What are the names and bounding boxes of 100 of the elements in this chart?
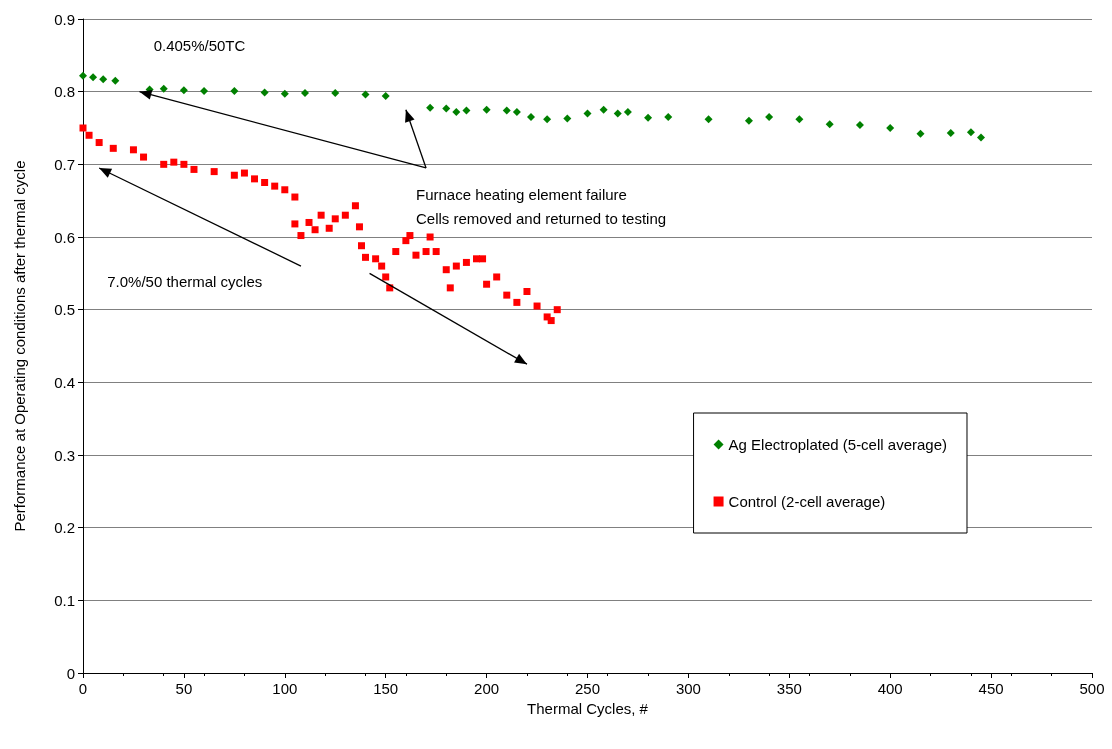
point xyxy=(325,224,333,232)
point xyxy=(406,232,414,240)
y-tick-label: 0.9 xyxy=(54,10,75,28)
point xyxy=(361,90,370,99)
legend-label: Ag Electroplated (5-cell average) xyxy=(728,436,948,453)
point xyxy=(482,105,491,114)
point xyxy=(378,262,386,270)
point xyxy=(362,253,370,261)
point xyxy=(240,169,248,177)
point xyxy=(85,131,93,139)
point xyxy=(89,73,98,82)
y-tick-label: 0.5 xyxy=(54,301,75,319)
point xyxy=(513,298,521,306)
point xyxy=(916,129,925,138)
annotation: 0.405%/50TC xyxy=(153,37,246,55)
point xyxy=(251,175,259,183)
point xyxy=(583,109,592,118)
x-tick-label: 0 xyxy=(78,680,88,697)
point xyxy=(280,89,289,98)
point xyxy=(291,193,299,201)
point xyxy=(392,248,400,256)
x-tick-label: 100 xyxy=(272,680,298,697)
point xyxy=(547,317,555,325)
point xyxy=(200,86,209,95)
point xyxy=(426,103,435,112)
point xyxy=(99,75,108,84)
point xyxy=(512,108,521,117)
x-tick-label: 200 xyxy=(474,680,500,697)
point xyxy=(599,105,608,114)
point xyxy=(442,104,451,113)
point xyxy=(140,153,148,161)
point xyxy=(613,109,622,118)
point xyxy=(355,223,363,231)
point xyxy=(543,115,552,124)
x-tick-label: 500 xyxy=(1079,680,1105,697)
point xyxy=(966,128,975,137)
x-axis-title: Thermal Cycles, # xyxy=(527,700,649,717)
point xyxy=(462,258,470,266)
x-tick-label: 450 xyxy=(978,680,1004,697)
point xyxy=(381,92,390,101)
point xyxy=(765,113,774,122)
point xyxy=(357,242,365,250)
point xyxy=(442,266,450,274)
point xyxy=(210,168,218,176)
y-tick-label: 0.2 xyxy=(54,519,75,537)
point xyxy=(825,120,834,129)
point xyxy=(855,121,864,130)
point xyxy=(886,124,895,132)
point xyxy=(946,129,955,138)
annotation: Furnace heating element failure Cells removed and returned to testing xyxy=(415,186,667,227)
x-tick-label: 150 xyxy=(373,680,399,697)
point xyxy=(977,133,986,142)
point xyxy=(502,106,511,115)
point xyxy=(260,88,269,97)
point xyxy=(432,248,440,256)
point xyxy=(179,86,188,95)
legend-label: Control (2-cell average) xyxy=(728,493,886,510)
point xyxy=(79,71,87,80)
point xyxy=(190,165,198,173)
point xyxy=(644,113,653,122)
y-tick-label: 0.4 xyxy=(54,373,75,391)
point xyxy=(452,262,460,270)
y-tick-label: 0.8 xyxy=(54,83,75,101)
point xyxy=(180,160,188,168)
y-tick-label: 0.6 xyxy=(54,228,75,246)
point xyxy=(129,146,137,154)
x-tick-label: 250 xyxy=(574,680,601,697)
annotation: 7.0%/50 thermal cycles xyxy=(107,273,263,291)
point xyxy=(623,108,632,117)
point xyxy=(382,273,390,281)
point xyxy=(479,255,487,263)
point xyxy=(426,233,434,241)
point xyxy=(95,139,103,147)
point xyxy=(109,144,117,152)
point xyxy=(170,158,178,166)
y-tick-label: 0.7 xyxy=(54,155,75,173)
point xyxy=(462,106,471,115)
point xyxy=(533,302,541,310)
y-axis-title: Performance at Operating conditions after thermal cycle xyxy=(11,160,28,532)
point xyxy=(744,116,753,125)
x-tick-label: 350 xyxy=(776,680,802,697)
point xyxy=(297,232,305,240)
point xyxy=(300,89,309,98)
point xyxy=(422,248,430,256)
point xyxy=(305,218,313,226)
point xyxy=(446,284,454,292)
x-tick-label: 400 xyxy=(877,680,903,697)
point xyxy=(111,76,120,85)
point xyxy=(341,211,349,219)
point xyxy=(452,108,461,117)
x-tick-label: 50 xyxy=(175,680,193,697)
point xyxy=(483,280,491,288)
y-tick-label: 0.1 xyxy=(54,591,75,609)
point xyxy=(704,115,713,124)
point xyxy=(281,186,289,194)
point xyxy=(311,226,319,234)
point xyxy=(331,215,339,223)
point xyxy=(261,179,269,186)
point xyxy=(795,115,804,124)
point xyxy=(527,113,535,122)
